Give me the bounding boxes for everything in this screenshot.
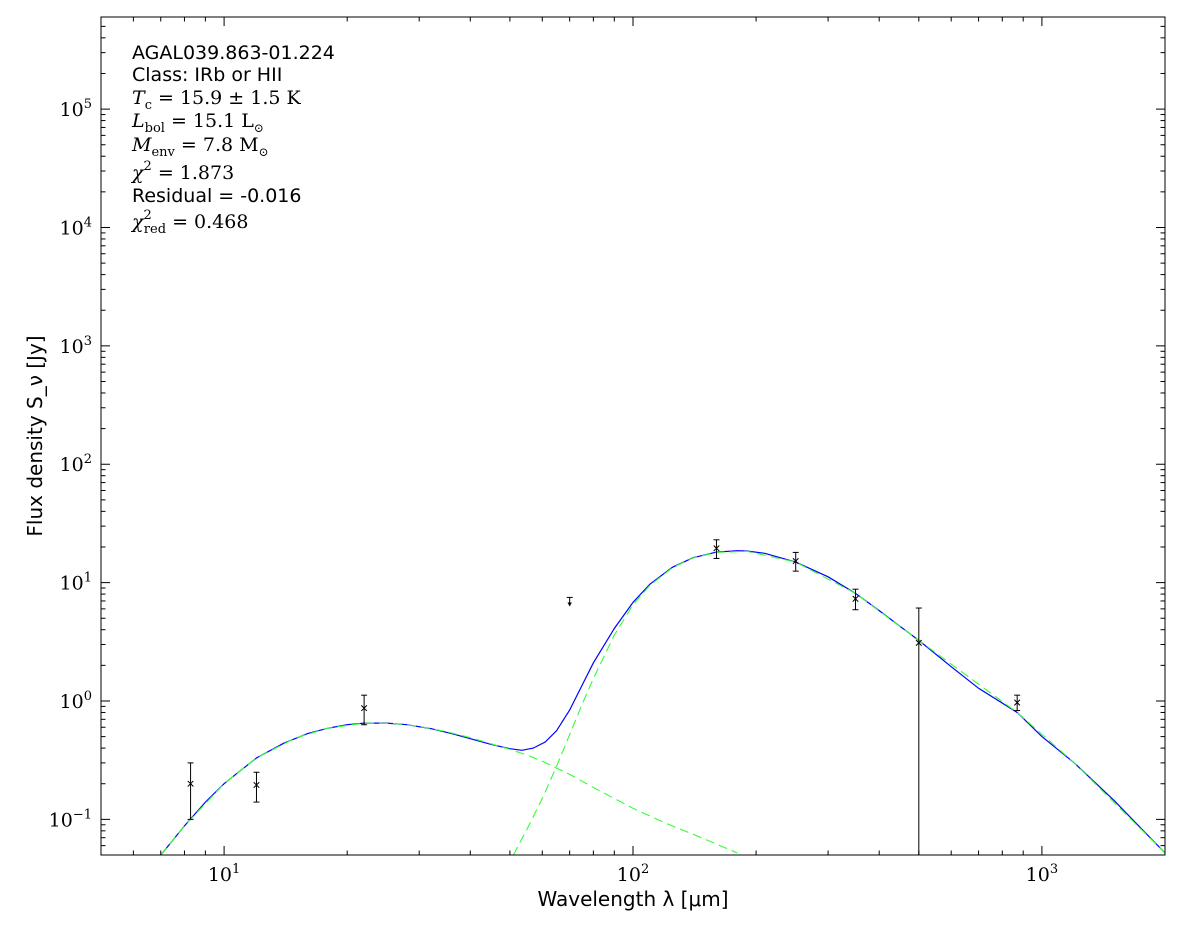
point-marker: [187, 780, 194, 787]
data-point: [360, 694, 368, 726]
point-marker: [1014, 699, 1021, 706]
annotation-class: Class: IRb or HII: [132, 64, 282, 86]
x-tick-label: 103: [1026, 862, 1058, 886]
point-marker: [852, 595, 859, 602]
y-tick-label: 100: [60, 689, 92, 713]
upper-limit-arrow: [567, 602, 572, 607]
y-axis-ticks: 10−1 100 101 102 103 104 105: [49, 16, 1165, 856]
annotation-lbol: Lbol = 15.1 L⊙: [131, 110, 264, 136]
x-axis-ticks: 101 102 103: [100, 17, 1166, 886]
component-curve-1: [160, 722, 738, 855]
point-marker: [792, 557, 799, 565]
y-tick-label: 102: [60, 452, 92, 476]
point-marker: [360, 704, 368, 712]
data-point: [792, 551, 799, 572]
data-point: [713, 539, 720, 559]
y-tick-label: 105: [60, 97, 92, 121]
y-tick-label: 101: [60, 571, 92, 595]
annotation-tc: Tc = 15.9 ± 1.5 K: [132, 87, 302, 113]
model-curves: [160, 550, 1165, 855]
x-axis-label: Wavelength λ [μm]: [537, 887, 728, 911]
annotation-chi2red: χ2 red = 0.468: [130, 208, 248, 237]
data-point: [187, 762, 194, 820]
x-tick-label: 102: [617, 862, 649, 886]
y-axis-label: Flux density S_ν [Jy]: [23, 335, 47, 536]
y-tick-label: 10−1: [49, 807, 92, 831]
annotation-menv: Menv = 7.8 M⊙: [131, 134, 269, 160]
x-tick-label: 101: [208, 862, 240, 886]
data-point: [253, 771, 260, 803]
annotation-residual: Residual = -0.016: [132, 185, 302, 207]
data-point: [915, 607, 922, 855]
y-tick-label: 104: [60, 215, 92, 239]
data-points: [187, 539, 1021, 855]
point-marker: [713, 545, 720, 552]
y-tick-label: 103: [60, 334, 92, 358]
point-marker: [253, 781, 260, 789]
data-point: [1014, 694, 1021, 712]
data-point: [852, 588, 859, 611]
component-curve-2: [512, 550, 1165, 855]
annotation-source: AGAL039.863-01.224: [132, 42, 335, 64]
point-marker: [915, 639, 922, 646]
annotation-chi2: χ2 = 1.873: [130, 159, 234, 184]
upper-limit-point: [566, 596, 573, 607]
